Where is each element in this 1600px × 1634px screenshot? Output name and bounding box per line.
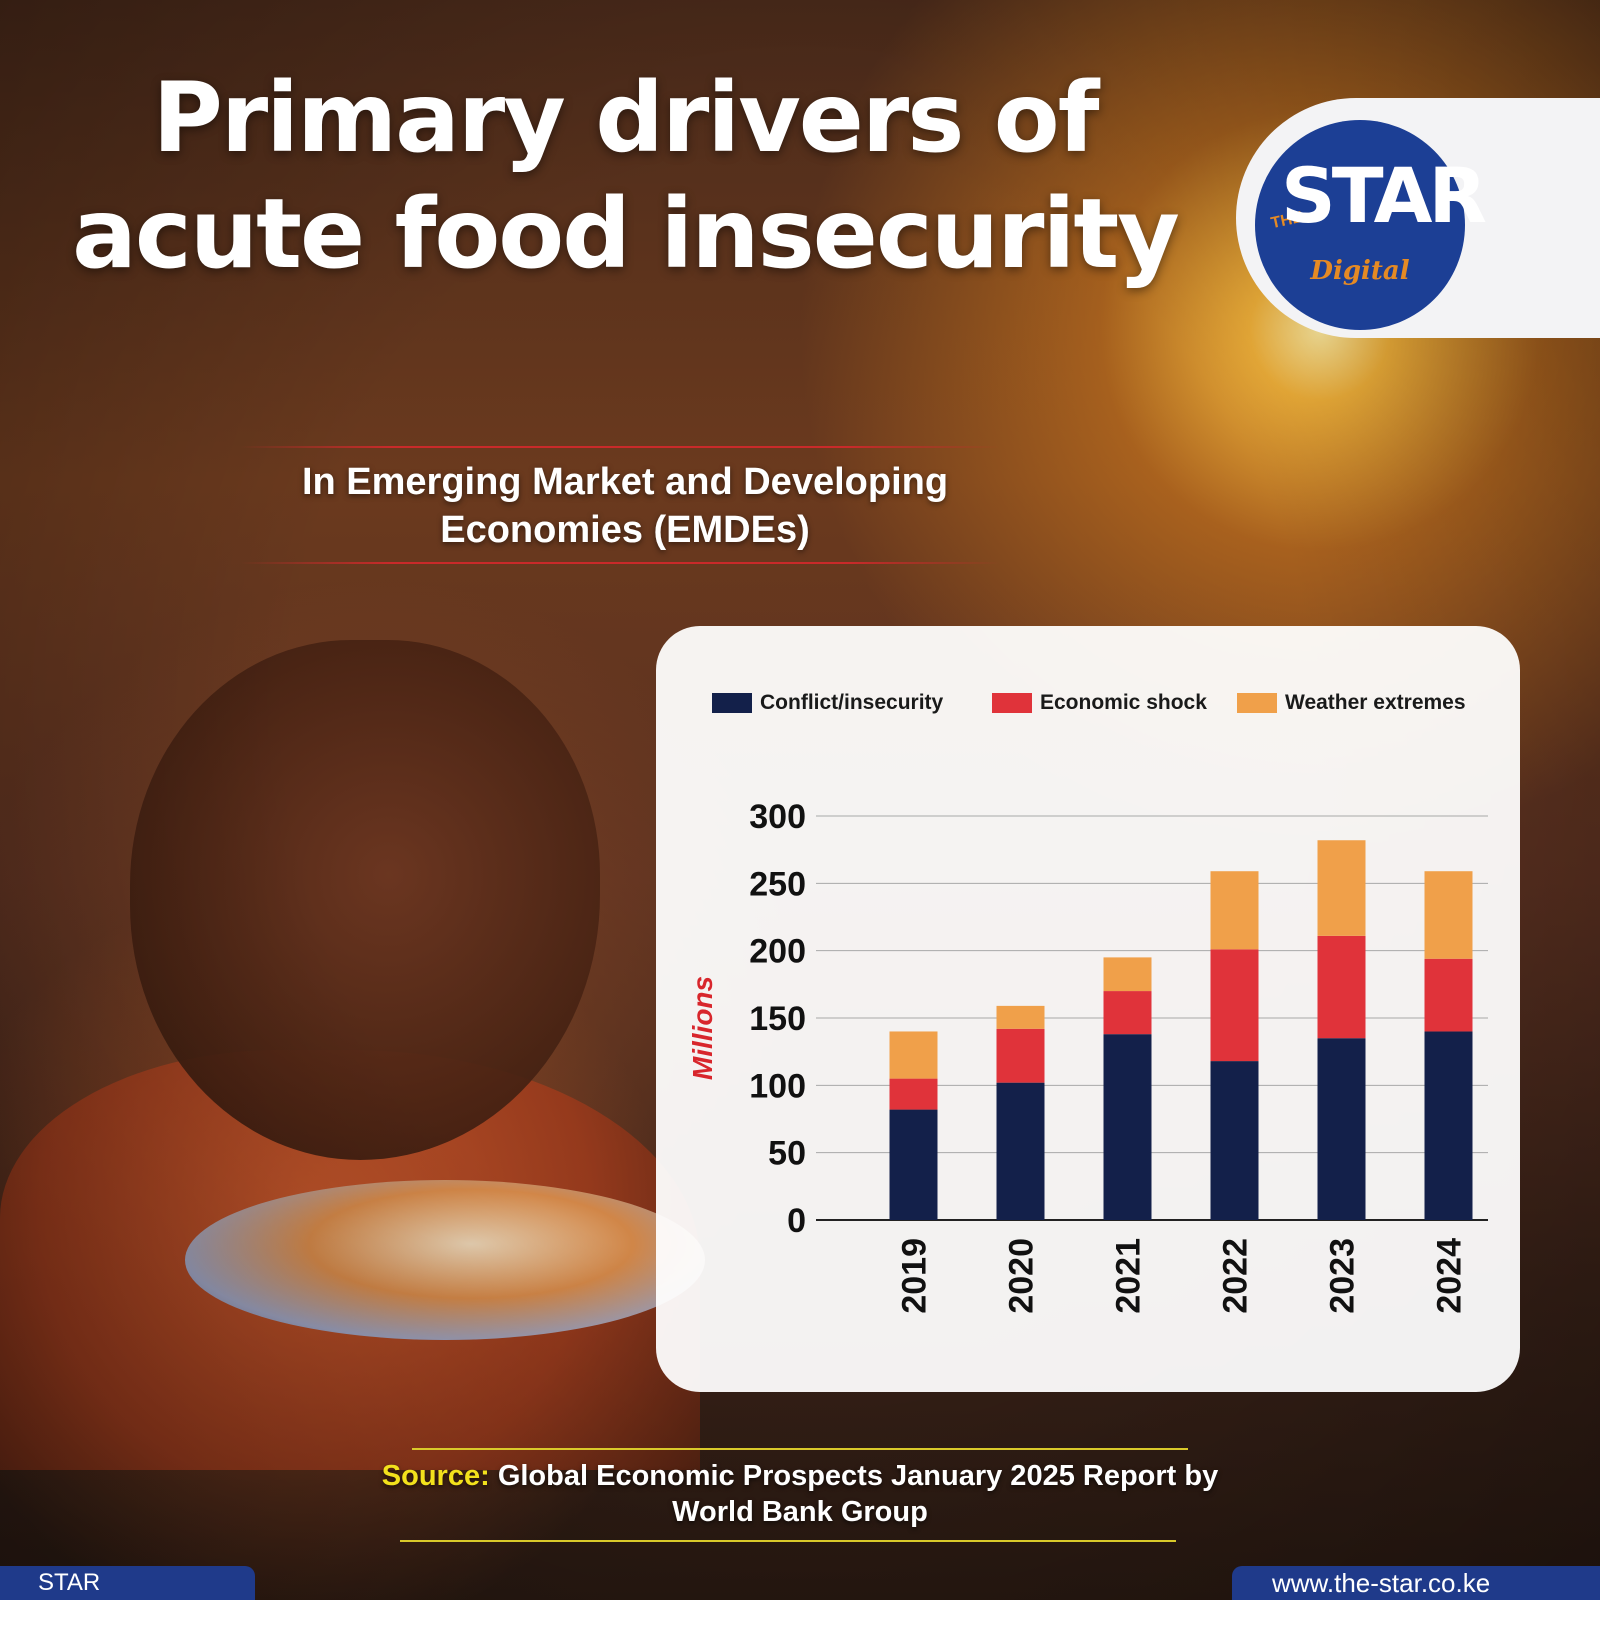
bar-weather-2023 xyxy=(1318,840,1366,936)
x-tick-label: 2019 xyxy=(896,1238,934,1314)
bar-economic-2020 xyxy=(997,1029,1045,1083)
y-tick-label: 300 xyxy=(749,798,806,836)
legend-swatch-conflict xyxy=(712,693,752,713)
y-tick-label: 0 xyxy=(787,1202,806,1240)
bar-economic-2021 xyxy=(1104,991,1152,1034)
y-tick-label: 100 xyxy=(749,1067,806,1105)
x-tick-label: 2021 xyxy=(1110,1238,1148,1314)
chart-card: 0 50 100 150 200 250 300 Millions 2019 2020 2021 20… xyxy=(656,626,1520,1392)
legend-item-conflict: Conflict/insecurity xyxy=(712,690,943,716)
bar-conflict-2019 xyxy=(890,1110,938,1220)
bar-weather-2020 xyxy=(997,1006,1045,1029)
stacked-bar-chart: 0 50 100 150 200 250 300 Millions 2019 2020 2021 20… xyxy=(656,626,1520,1392)
y-tick-label: 150 xyxy=(749,1000,806,1038)
bar-weather-2022 xyxy=(1211,871,1259,949)
legend-swatch-economic xyxy=(992,693,1032,713)
footer-website-link[interactable]: www.the-star.co.ke xyxy=(1232,1566,1600,1600)
x-tick-label: 2022 xyxy=(1217,1238,1255,1314)
y-tick-label: 250 xyxy=(749,865,806,903)
y-axis-title: Millions xyxy=(687,976,718,1080)
legend-item-weather: Weather extremes xyxy=(1237,690,1466,716)
x-tick-label: 2024 xyxy=(1431,1238,1469,1314)
bar-conflict-2022 xyxy=(1211,1061,1259,1220)
y-tick-label: 50 xyxy=(768,1135,806,1173)
y-tick-label: 200 xyxy=(749,933,806,971)
bar-weather-2019 xyxy=(890,1031,938,1078)
source-label: Source: xyxy=(382,1460,490,1492)
bar-conflict-2021 xyxy=(1104,1034,1152,1220)
source-rule-bottom xyxy=(400,1540,1176,1542)
bar-conflict-2023 xyxy=(1318,1038,1366,1220)
x-tick-label: 2020 xyxy=(1003,1238,1041,1314)
x-tick-label: 2023 xyxy=(1324,1238,1362,1314)
subtitle-rule-top xyxy=(240,446,1000,448)
page-subtitle: In Emerging Market and Developing Econom… xyxy=(230,458,1020,554)
legend-label-economic: Economic shock xyxy=(1040,691,1207,714)
bar-weather-2021 xyxy=(1104,957,1152,991)
footer-star-illustrated: STAR ILLUSTRATED xyxy=(0,1566,255,1600)
bar-conflict-2024 xyxy=(1425,1031,1473,1220)
logo-digital-text: Digital xyxy=(1300,256,1420,286)
bar-weather-2024 xyxy=(1425,871,1473,959)
subtitle-rule-bottom xyxy=(240,562,1000,564)
bar-economic-2019 xyxy=(890,1079,938,1110)
legend-swatch-weather xyxy=(1237,693,1277,713)
page-title: Primary drivers of acute food insecurity xyxy=(40,60,1210,292)
source-rule-top xyxy=(412,1448,1188,1450)
bar-conflict-2020 xyxy=(997,1083,1045,1220)
legend-item-economic: Economic shock xyxy=(992,690,1207,716)
logo-star-text: STAR xyxy=(1281,148,1441,244)
bar-economic-2024 xyxy=(1425,959,1473,1032)
legend-label-conflict: Conflict/insecurity xyxy=(760,691,943,714)
bar-economic-2023 xyxy=(1318,936,1366,1038)
source-text: Global Economic Prospects January 2025 R… xyxy=(498,1460,1218,1528)
source-note: Source: Global Economic Prospects Januar… xyxy=(360,1458,1240,1530)
bar-economic-2022 xyxy=(1211,949,1259,1061)
legend-label-weather: Weather extremes xyxy=(1285,691,1466,714)
